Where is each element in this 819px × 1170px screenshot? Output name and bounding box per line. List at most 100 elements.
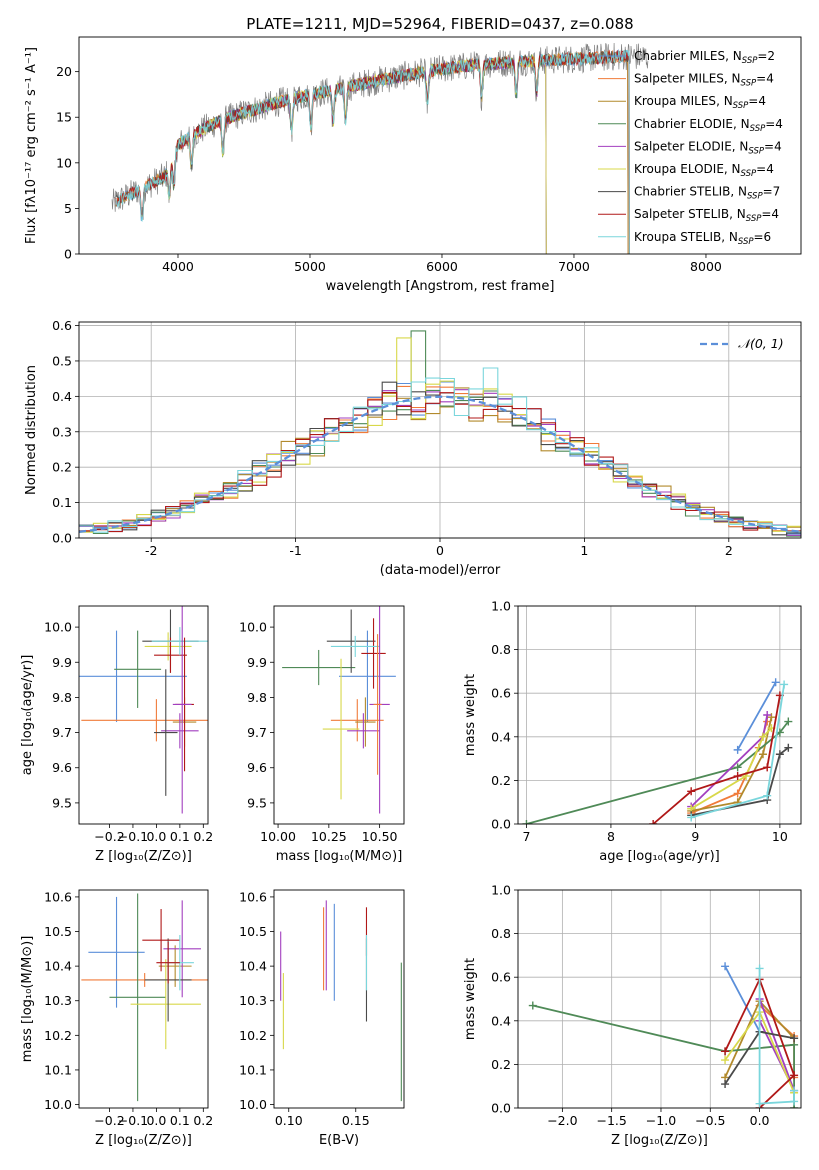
x-axis-label: Z [log₁₀(Z/Z⊙)] bbox=[611, 1133, 708, 1148]
x-tick-label: -1 bbox=[289, 543, 301, 558]
weight-marker bbox=[784, 743, 793, 752]
error-point bbox=[109, 893, 166, 1102]
y-tick-label: 9.9 bbox=[247, 655, 267, 670]
y-tick-label: 9.6 bbox=[247, 760, 267, 775]
plot-area bbox=[111, 42, 649, 254]
weight-marker bbox=[528, 1001, 537, 1010]
y-tick-label: 10.5 bbox=[239, 924, 267, 939]
weight-line-kroupa-stelib bbox=[758, 968, 795, 1105]
y-tick-label: 0.0 bbox=[52, 531, 72, 546]
y-axis-label: mass [log₁₀(M/M⊙)] bbox=[20, 936, 35, 1063]
weight-line-salpeter-elodie bbox=[690, 714, 769, 808]
weight-marker bbox=[755, 1099, 764, 1108]
legend-nssp: =2 bbox=[757, 49, 775, 63]
weight-marker bbox=[771, 678, 780, 687]
legend-sub: SSP bbox=[748, 146, 764, 156]
legend-n: , N bbox=[725, 49, 742, 63]
legend-nssp: =4 bbox=[764, 139, 782, 153]
x-axis-label: (data-model)/error bbox=[380, 563, 501, 578]
plot-area bbox=[81, 893, 208, 1102]
error-point bbox=[158, 945, 192, 987]
legend-label: Chabrier ELODIE, NSSP=4 bbox=[634, 117, 783, 134]
x-tick-label: −0.2 bbox=[94, 1113, 124, 1128]
histogram-kroupa-stelib bbox=[79, 367, 801, 533]
error-point bbox=[151, 627, 208, 656]
error-point bbox=[172, 606, 192, 814]
y-tick-label: 9.8 bbox=[52, 690, 72, 705]
y-tick-label: 10.4 bbox=[44, 959, 72, 974]
error-point bbox=[373, 634, 382, 775]
plot-area bbox=[79, 606, 208, 814]
axes-frame bbox=[78, 605, 209, 825]
x-tick-label: −1.5 bbox=[596, 1113, 626, 1128]
weight-marker bbox=[721, 1056, 730, 1065]
legend-sub: SSP bbox=[733, 101, 749, 111]
error-point bbox=[347, 713, 380, 749]
weight-marker bbox=[721, 962, 730, 971]
weight-marker bbox=[721, 1080, 730, 1089]
legend-name: Chabrier STELIB bbox=[634, 185, 730, 199]
panel-mass_vs_ebv: 0.10 0.15 10.0 10.1 10.2 10.3 10.4 10.5 10.6 E(B-… bbox=[239, 889, 405, 1148]
legend-n: , N bbox=[724, 162, 741, 176]
legend-n: , N bbox=[721, 230, 738, 244]
weight-line-salpeter-miles bbox=[759, 1004, 795, 1078]
x-tick-label: 2 bbox=[725, 543, 733, 558]
y-tick-label: 0.8 bbox=[491, 642, 511, 657]
weight-marker bbox=[733, 745, 742, 754]
axes-frame bbox=[273, 605, 405, 825]
legend-label: Kroupa STELIB, NSSP=6 bbox=[634, 230, 771, 247]
y-tick-label: 10.0 bbox=[44, 620, 72, 635]
legend-n: , N bbox=[716, 94, 733, 108]
y-tick-label: 5 bbox=[64, 201, 72, 216]
weight-marker bbox=[775, 750, 784, 759]
y-tick-label: 9.7 bbox=[52, 725, 72, 740]
x-tick-label: 8000 bbox=[690, 259, 722, 274]
y-tick-label: 10.0 bbox=[239, 620, 267, 635]
y-tick-label: 0.2 bbox=[491, 1057, 511, 1072]
y-tick-label: 10.1 bbox=[239, 1062, 267, 1077]
error-point bbox=[161, 713, 199, 749]
panel-mass_vs_z: −0.2−0.10.0 0.1 0.2 10.0 10.1 10.2 10.3 10.4 10.… bbox=[20, 889, 213, 1148]
plot-area bbox=[280, 900, 402, 1102]
y-tick-label: 10 bbox=[56, 155, 72, 170]
y-tick-label: 0.2 bbox=[52, 460, 72, 475]
x-tick-label: 9 bbox=[691, 829, 699, 844]
legend-label: Salpeter STELIB, NSSP=4 bbox=[634, 207, 779, 224]
legend-sub: SSP bbox=[741, 169, 757, 179]
legend-name: Salpeter STELIB bbox=[634, 207, 729, 221]
weight-marker bbox=[733, 789, 742, 798]
y-axis-label: mass weight bbox=[463, 958, 478, 1040]
y-tick-label: 9.8 bbox=[247, 690, 267, 705]
x-tick-label: 4000 bbox=[162, 259, 194, 274]
legend-label: 𝒩(0, 1) bbox=[738, 336, 784, 351]
x-tick-label: −0.5 bbox=[695, 1113, 725, 1128]
error-point bbox=[156, 941, 180, 984]
legend-name: Kroupa STELIB bbox=[634, 230, 721, 244]
weight-marker bbox=[763, 763, 772, 772]
axes-frame bbox=[517, 605, 802, 825]
legend-n: , N bbox=[724, 72, 741, 86]
y-tick-label: 15 bbox=[56, 110, 72, 125]
panel-weight_vs_z: −2.0 −1.5 −1.0 −0.5 0.0 0.0 0.2 0.4 0.6 0.8 1.0 Z [… bbox=[463, 883, 802, 1148]
legend-sub: SSP bbox=[746, 214, 762, 224]
x-tick-label: 0.0 bbox=[146, 829, 166, 844]
error-point bbox=[130, 959, 201, 1050]
y-tick-label: 0.4 bbox=[491, 1013, 511, 1028]
error-point bbox=[330, 635, 380, 657]
x-tick-label: 10.25 bbox=[311, 829, 347, 844]
error-point bbox=[339, 630, 396, 723]
x-tick-label: 7 bbox=[522, 829, 530, 844]
x-tick-label: 7000 bbox=[558, 259, 590, 274]
weight-marker bbox=[721, 1047, 730, 1056]
x-tick-label: 0.1 bbox=[170, 829, 190, 844]
y-tick-label: 9.5 bbox=[247, 795, 267, 810]
legend-label: Chabrier STELIB, NSSP=7 bbox=[634, 185, 780, 202]
weight-line-kroupa-miles bbox=[691, 717, 773, 812]
x-axis-label: age [log₁₀(age/yr)] bbox=[599, 849, 720, 864]
x-tick-label: 0.2 bbox=[193, 1113, 213, 1128]
legend-n: , N bbox=[733, 117, 750, 131]
legend-sub: SSP bbox=[738, 237, 754, 247]
y-tick-label: 0.6 bbox=[52, 318, 72, 333]
weight-marker bbox=[790, 1071, 799, 1080]
